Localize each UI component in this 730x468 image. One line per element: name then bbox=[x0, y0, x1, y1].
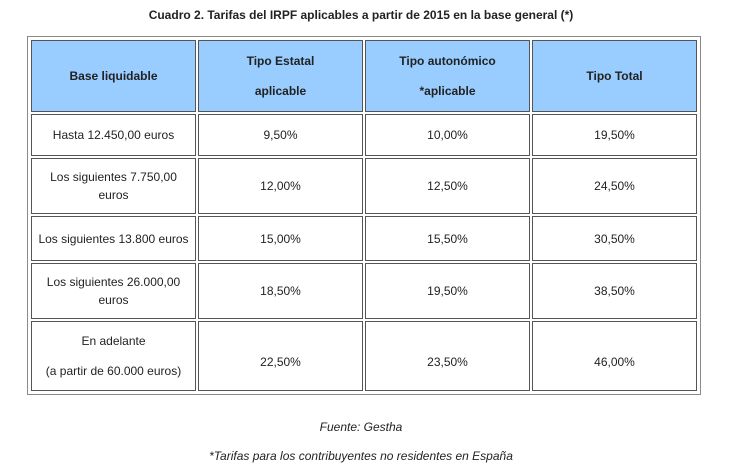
cell-autonomico: 12,50% bbox=[365, 158, 530, 214]
table-title: Cuadro 2. Tarifas del IRPF aplicables a … bbox=[148, 8, 574, 22]
cell-total: 46,00% bbox=[532, 321, 697, 391]
header-tipo-total: Tipo Total bbox=[532, 40, 697, 112]
header-tipo-autonomico: Tipo autonómico *aplicable bbox=[365, 40, 530, 112]
cell-base: Hasta 12.450,00 euros bbox=[31, 114, 196, 156]
header-base-liquidable: Base liquidable bbox=[31, 40, 196, 112]
cell-base: Los siguientes 7.750,00 euros bbox=[31, 158, 196, 214]
cell-autonomico-value: 23,50% bbox=[427, 355, 468, 369]
table-row: En adelante (a partir de 60.000 euros) 22… bbox=[31, 321, 697, 391]
cell-autonomico: 19,50% bbox=[365, 263, 530, 319]
cell-base-line1: En adelante bbox=[81, 334, 146, 348]
table-row: Hasta 12.450,00 euros 9,50% 10,00% 19,50… bbox=[31, 114, 697, 156]
cell-base-line1: Los siguientes 26.000,00 bbox=[46, 275, 181, 289]
cell-base-line2: euros bbox=[98, 188, 129, 202]
cell-base: Los siguientes 13.800 euros bbox=[31, 216, 196, 261]
cell-total: 19,50% bbox=[532, 114, 697, 156]
header-autonomico-line1: Tipo autonómico bbox=[399, 54, 496, 68]
cell-estatal: 15,00% bbox=[198, 216, 363, 261]
cell-total-value: 46,00% bbox=[594, 355, 635, 369]
header-estatal-line2: aplicable bbox=[254, 84, 307, 98]
tax-rates-table-frame: Base liquidable Tipo Estatal aplicable Ti… bbox=[27, 36, 701, 395]
cell-base: En adelante (a partir de 60.000 euros) bbox=[31, 321, 196, 391]
header-estatal-line1: Tipo Estatal bbox=[246, 54, 315, 68]
cell-autonomico: 10,00% bbox=[365, 114, 530, 156]
cell-base-line1: Los siguientes 7.750,00 bbox=[50, 170, 177, 184]
cell-base-line2: euros bbox=[98, 293, 129, 307]
source-note: Fuente: Gestha bbox=[319, 420, 403, 434]
cell-autonomico: 15,50% bbox=[365, 216, 530, 261]
cell-estatal: 22,50% bbox=[198, 321, 363, 391]
cell-autonomico: 23,50% bbox=[365, 321, 530, 391]
table-header-row: Base liquidable Tipo Estatal aplicable Ti… bbox=[31, 40, 697, 112]
cell-estatal: 18,50% bbox=[198, 263, 363, 319]
footnote: *Tarifas para los contribuyentes no resi… bbox=[209, 449, 513, 463]
cell-total: 24,50% bbox=[532, 158, 697, 214]
cell-estatal-value: 22,50% bbox=[260, 355, 301, 369]
header-autonomico-line2: *aplicable bbox=[419, 84, 476, 98]
cell-estatal: 9,50% bbox=[198, 114, 363, 156]
cell-base: Los siguientes 26.000,00 euros bbox=[31, 263, 196, 319]
cell-total: 38,50% bbox=[532, 263, 697, 319]
cell-total: 30,50% bbox=[532, 216, 697, 261]
table-row: Los siguientes 26.000,00 euros 18,50% 19… bbox=[31, 263, 697, 319]
tax-rates-table: Base liquidable Tipo Estatal aplicable Ti… bbox=[29, 38, 699, 393]
cell-base-line2: (a partir de 60.000 euros) bbox=[45, 364, 182, 378]
header-total-label: Tipo Total bbox=[586, 69, 643, 83]
header-tipo-estatal: Tipo Estatal aplicable bbox=[198, 40, 363, 112]
table-row: Los siguientes 13.800 euros 15,00% 15,50… bbox=[31, 216, 697, 261]
cell-estatal: 12,00% bbox=[198, 158, 363, 214]
header-base-label: Base liquidable bbox=[69, 69, 158, 83]
table-row: Los siguientes 7.750,00 euros 12,00% 12,… bbox=[31, 158, 697, 214]
